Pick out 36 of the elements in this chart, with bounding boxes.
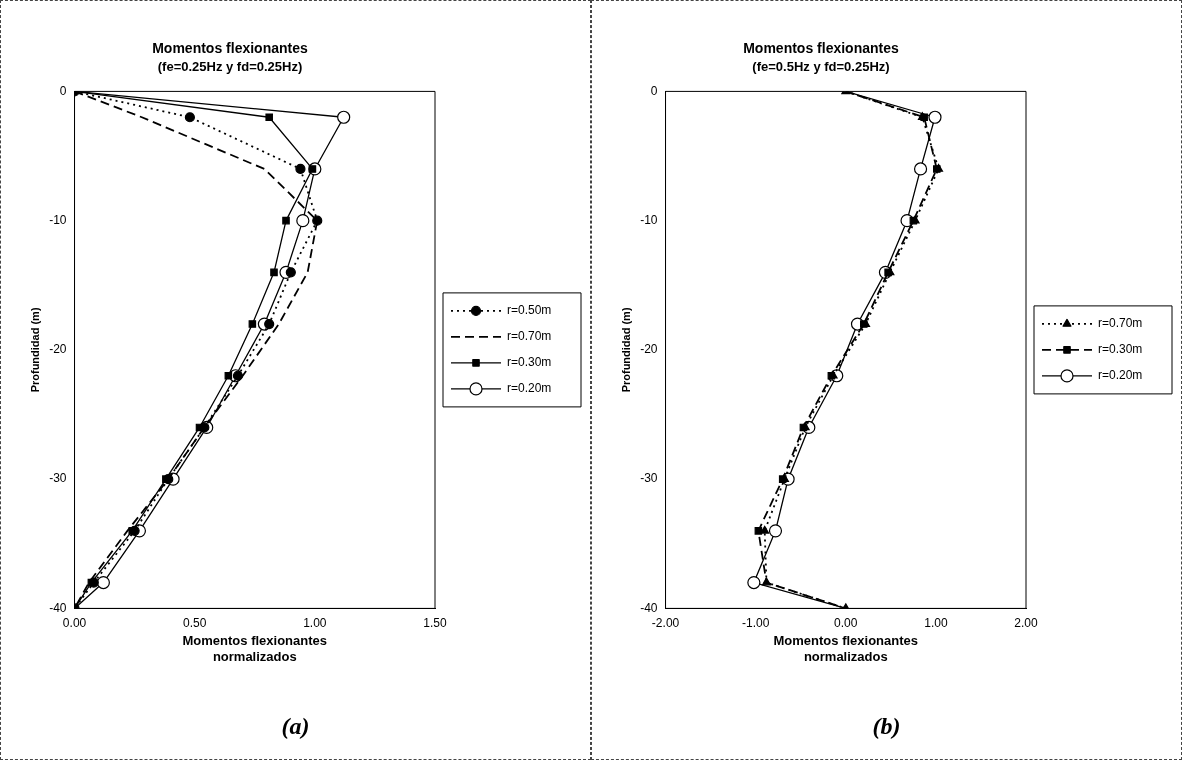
y-tick-label: -20 (49, 342, 67, 357)
chart-subtitle: (fe=0.5Hz y fd=0.25Hz) (752, 59, 890, 75)
y-tick-label: -10 (640, 212, 658, 227)
x-tick-label: -1.00 (741, 615, 770, 630)
x-axis-title: Momentos flexionantes normalizados (182, 633, 328, 664)
x-tick-label: 2.00 (1014, 615, 1038, 630)
y-axis-title: Profundidad (m) (28, 307, 41, 393)
x-tick-label: 0.00 (62, 615, 87, 630)
text: (a) (280, 713, 311, 740)
y-tick-label: -40 (640, 600, 658, 615)
y-tick-label: -20 (640, 342, 658, 357)
y-axis-title: Profundidad (m) (619, 307, 632, 393)
legend-label: r=0.20m (507, 381, 552, 396)
y-tick-label: 0 (650, 83, 658, 98)
y-tick-label: -10 (49, 212, 67, 227)
legend-label: r=0.30m (507, 355, 552, 370)
x-tick-label: 0.50 (183, 615, 207, 630)
y-tick-label: -30 (49, 471, 67, 486)
x-tick-label: 1.50 (423, 615, 447, 630)
x-tick-label: 1.00 (924, 615, 948, 630)
chart-title: Momentos flexionantes (743, 40, 899, 57)
chart-title: Momentos flexionantes (152, 40, 308, 57)
legend-label: r=0.70m (507, 329, 552, 344)
x-tick-label: -2.00 (651, 615, 680, 630)
x-tick-label: 1.00 (303, 615, 327, 630)
text: (b) (871, 713, 902, 740)
y-tick-label: -30 (640, 471, 658, 486)
chart-subtitle: (fe=0.25Hz y fd=0.25Hz) (157, 59, 303, 75)
y-tick-label: 0 (59, 83, 67, 98)
x-tick-label: 0.00 (834, 615, 858, 630)
legend-label: r=0.50m (507, 303, 552, 318)
legend-label: r=0.20m (1098, 368, 1143, 383)
legend-label: r=0.70m (1098, 316, 1143, 331)
legend-label: r=0.30m (1098, 342, 1143, 357)
x-axis-title: Momentos flexionantes normalizados (773, 633, 919, 664)
y-tick-label: -40 (49, 600, 67, 615)
